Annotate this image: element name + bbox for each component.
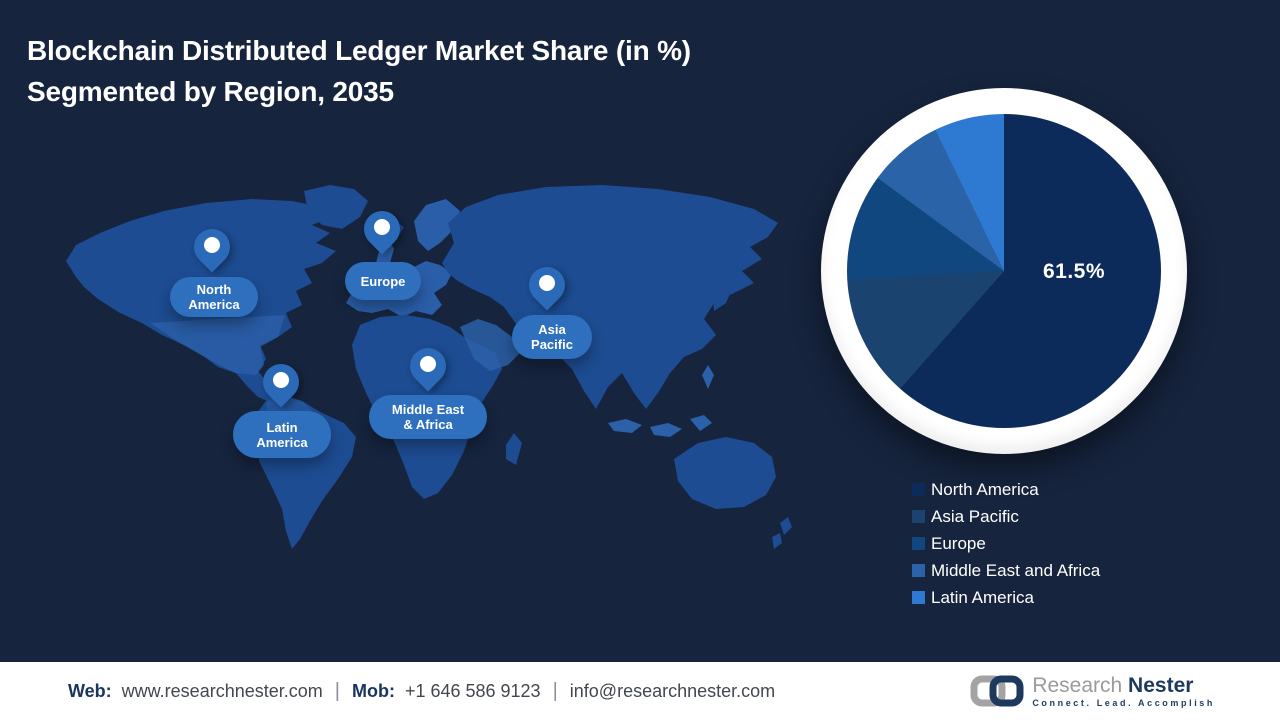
region-label-line: Middle East — [391, 402, 465, 417]
footer-contacts: Web: www.researchnester.com | Mob: +1 64… — [0, 680, 775, 703]
region-label-europe: Europe — [345, 262, 421, 300]
legend-item: Europe — [912, 530, 1100, 557]
pin-dot-icon — [204, 237, 220, 253]
logo-tagline: Connect. Lead. Accomplish — [1032, 697, 1215, 708]
madagascar-landmass — [506, 433, 522, 465]
region-label-line: Asia — [538, 322, 566, 337]
email-value: info@researchnester.com — [569, 680, 776, 701]
chain-link-icon — [970, 675, 1024, 707]
legend-label: Middle East and Africa — [931, 560, 1101, 580]
legend-swatch-icon — [912, 537, 925, 550]
map-pin-latin-america — [255, 356, 307, 408]
pie-chart — [847, 114, 1161, 428]
region-label-north-america: North America — [170, 277, 258, 317]
asia-landmass — [442, 185, 778, 409]
legend-swatch-icon — [912, 483, 925, 496]
legend-item: Asia Pacific — [912, 503, 1100, 530]
map-pin-asia-pacific — [521, 259, 573, 311]
divider: | — [334, 679, 340, 702]
page-title: Blockchain Distributed Ledger Market Sha… — [27, 30, 857, 112]
legend-item: Middle East and Africa — [912, 557, 1100, 584]
pin-dot-icon — [420, 356, 436, 372]
map-pin-middle-east-africa — [402, 340, 454, 392]
logo-name-nester: Nester — [1128, 673, 1194, 697]
legend-label: Latin America — [931, 587, 1034, 607]
region-label-line: Latin — [266, 419, 298, 435]
legend-swatch-icon — [912, 510, 925, 523]
legend-item: North America — [912, 476, 1100, 503]
region-label-middle-east-africa: Middle East & Africa — [369, 395, 487, 439]
legend-item: Latin America — [912, 584, 1100, 611]
region-label-line: & Africa — [403, 417, 453, 432]
web-label: Web: — [68, 680, 112, 701]
greenland-landmass — [304, 185, 368, 229]
region-label-line: Pacific — [531, 337, 573, 352]
legend-swatch-icon — [912, 564, 925, 577]
legend-swatch-icon — [912, 591, 925, 604]
region-label-line: Europe — [360, 273, 406, 289]
region-label-line: America — [188, 297, 240, 312]
indonesia-landmass — [608, 415, 712, 437]
research-nester-logo: Research Nester Connect. Lead. Accomplis… — [970, 674, 1215, 708]
world-map-area: North America Europe Asia Pacific Middle… — [60, 175, 810, 560]
pin-dot-icon — [374, 219, 390, 235]
legend-label: North America — [931, 479, 1039, 499]
map-pin-north-america — [186, 221, 238, 273]
logo-text: Research Nester Connect. Lead. Accomplis… — [1032, 675, 1215, 708]
footer: Web: www.researchnester.com | Mob: +1 64… — [0, 662, 1280, 720]
pin-dot-icon — [273, 372, 289, 388]
logo-name-research: Research — [1032, 673, 1123, 697]
region-label-line: North — [196, 282, 232, 297]
title-line-1: Blockchain Distributed Ledger Market Sha… — [27, 35, 691, 66]
pie-value-label: 61.5% — [1042, 260, 1106, 283]
pie-chart-container: 61.5% — [821, 88, 1187, 454]
region-label-latin-america: Latin America — [233, 411, 331, 458]
scandinavia-landmass — [414, 199, 460, 251]
legend: North America Asia Pacific Europe Middle… — [912, 476, 1100, 611]
logo-name: Research Nester — [1032, 675, 1215, 696]
region-label-line: America — [256, 434, 308, 450]
mob-label: Mob: — [351, 680, 395, 701]
legend-label: Europe — [931, 533, 986, 553]
legend-label: Asia Pacific — [931, 506, 1019, 526]
web-value: www.researchnester.com — [121, 680, 323, 701]
philippines-landmass — [702, 365, 714, 389]
divider: | — [552, 679, 558, 702]
japan-landmass — [712, 275, 734, 311]
title-line-2: Segmented by Region, 2035 — [27, 76, 394, 107]
mob-value: +1 646 586 9123 — [404, 680, 541, 701]
australia-landmass — [674, 437, 776, 509]
middle-east-landmass — [460, 319, 520, 371]
us-landmass — [150, 315, 285, 375]
pin-dot-icon — [539, 275, 555, 291]
map-pin-europe — [356, 203, 408, 255]
region-label-asia-pacific: Asia Pacific — [512, 315, 592, 359]
new-zealand-landmass — [772, 517, 792, 549]
